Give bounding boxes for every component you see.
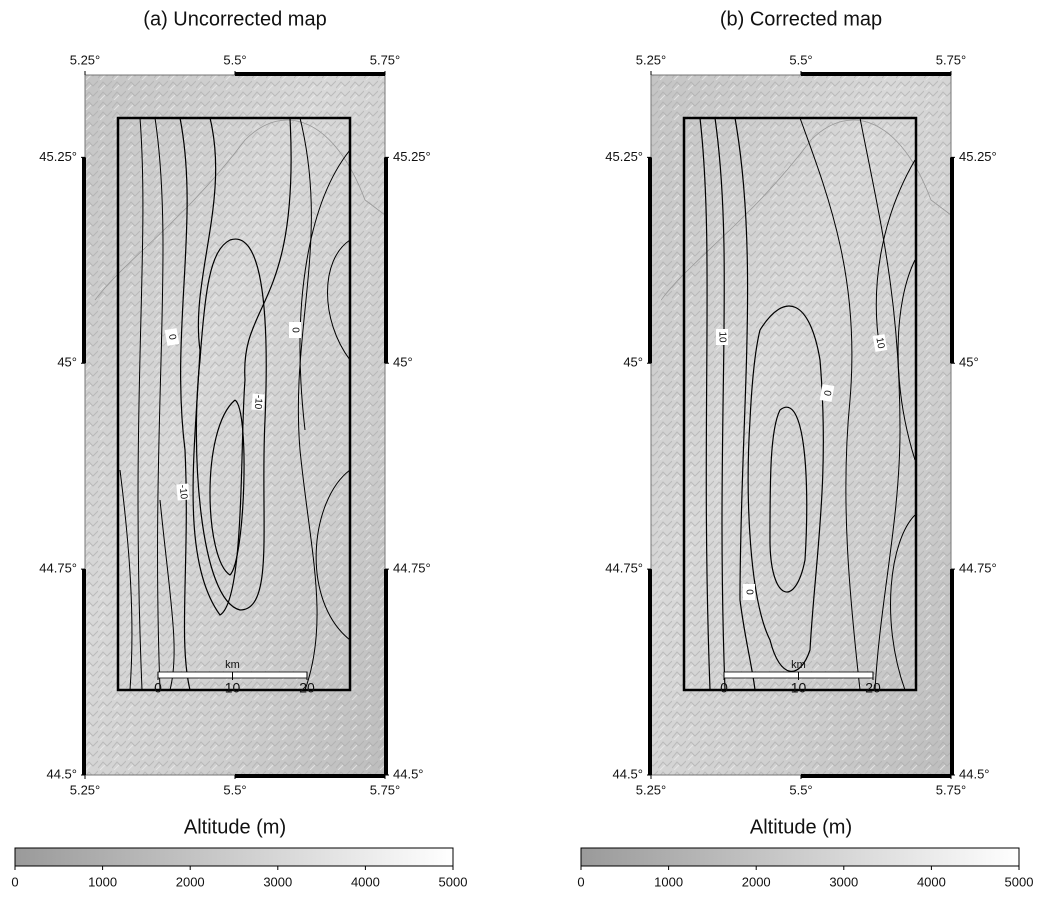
- figure: (a) Uncorrected map 0 0 -10 -10 5.25° 5.25° 5.5…: [0, 0, 1040, 896]
- lat-tick-label: 45°: [623, 355, 643, 370]
- scale-unit: km: [225, 659, 240, 671]
- colorbar-tick-label: 3000: [263, 874, 292, 889]
- scale-tick-label: 10: [225, 680, 241, 696]
- colorbar-tick-label: 5000: [439, 874, 468, 889]
- lon-tick-label: 5.75°: [370, 52, 401, 67]
- lat-tick-label: 45°: [393, 355, 413, 370]
- contour-label: 10: [716, 331, 727, 343]
- colorbar: [581, 848, 1019, 866]
- lat-tick-label: 44.5°: [959, 766, 990, 781]
- lat-tick-label: 44.75°: [605, 561, 643, 576]
- scale-unit: km: [791, 659, 806, 671]
- colorbar-tick-label: 0: [577, 874, 584, 889]
- colorbar-title: Altitude (m): [750, 816, 852, 838]
- contour-label: -10: [177, 484, 189, 500]
- colorbar-tick-label: 4000: [917, 874, 946, 889]
- lat-tick-label: 45.25°: [393, 149, 431, 164]
- scale-tick-label: 10: [791, 680, 807, 696]
- lon-tick-label: 5.5°: [789, 782, 812, 797]
- lon-tick-label: 5.5°: [223, 52, 246, 67]
- panel-title: (b) Corrected map: [720, 8, 882, 30]
- lat-tick-label: 44.5°: [393, 766, 424, 781]
- panel-title: (a) Uncorrected map: [143, 8, 326, 30]
- lat-tick-label: 44.5°: [612, 766, 643, 781]
- lon-tick-label: 5.25°: [636, 52, 667, 67]
- lat-tick-label: 45°: [959, 355, 979, 370]
- lat-tick-label: 44.75°: [393, 561, 431, 576]
- contour-label: 0: [743, 589, 754, 595]
- lon-tick-label: 5.75°: [936, 52, 967, 67]
- lon-tick-label: 5.5°: [789, 52, 812, 67]
- lon-tick-label: 5.75°: [936, 782, 967, 797]
- scale-tick-label: 0: [720, 680, 728, 696]
- colorbar-tick-label: 2000: [176, 874, 205, 889]
- scale-tick-label: 20: [865, 680, 881, 696]
- scale-tick-label: 20: [299, 680, 315, 696]
- lon-tick-label: 5.25°: [636, 782, 667, 797]
- lat-tick-label: 44.75°: [959, 561, 997, 576]
- colorbar-title: Altitude (m): [184, 816, 286, 838]
- lon-tick-label: 5.5°: [223, 782, 246, 797]
- colorbar: [15, 848, 453, 866]
- scale-tick-label: 0: [154, 680, 162, 696]
- lat-tick-label: 45°: [57, 355, 77, 370]
- lat-tick-label: 45.25°: [959, 149, 997, 164]
- colorbar-tick-label: 5000: [1005, 874, 1034, 889]
- lat-tick-label: 45.25°: [605, 149, 643, 164]
- lat-tick-label: 44.5°: [46, 766, 77, 781]
- colorbar-tick-label: 3000: [829, 874, 858, 889]
- contour-label: 0: [289, 327, 300, 333]
- colorbar-tick-label: 4000: [351, 874, 380, 889]
- lat-tick-label: 45.25°: [39, 149, 77, 164]
- lon-tick-label: 5.75°: [370, 782, 401, 797]
- contour-label: -10: [252, 394, 264, 410]
- lon-tick-label: 5.25°: [70, 52, 101, 67]
- colorbar-tick-label: 2000: [742, 874, 771, 889]
- colorbar-tick-label: 1000: [654, 874, 683, 889]
- lat-tick-label: 44.75°: [39, 561, 77, 576]
- lon-tick-label: 5.25°: [70, 782, 101, 797]
- colorbar-tick-label: 1000: [88, 874, 117, 889]
- colorbar-tick-label: 0: [11, 874, 18, 889]
